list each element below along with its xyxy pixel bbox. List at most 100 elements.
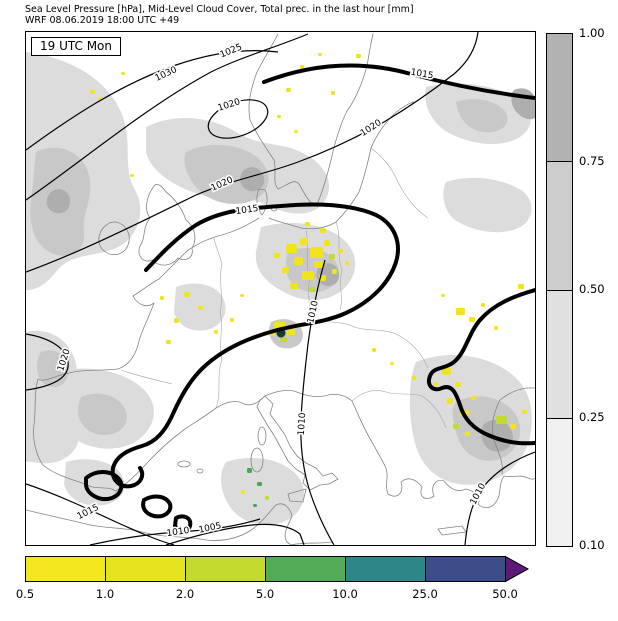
precip-cell: [130, 174, 134, 177]
isobar-label: 1020: [217, 97, 242, 114]
precip-cell: [481, 303, 485, 307]
precip-cell: [456, 308, 465, 315]
coastline-island: [177, 460, 191, 468]
coastline: [499, 387, 536, 401]
precip-cell: [198, 306, 203, 310]
precip-cell: [494, 326, 498, 330]
precip-colorbar-tick-label: 25.0: [412, 587, 438, 601]
country-border: [370, 147, 429, 219]
precip-colorbar-segment: [345, 556, 426, 582]
precip-colorbar-tick-label: 5.0: [256, 587, 274, 601]
precip-cell: [338, 249, 343, 253]
precip-cell: [247, 468, 252, 473]
precip-cell: [214, 330, 218, 334]
precip-colorbar-tick-label: 1.0: [96, 587, 114, 601]
precip-colorbar-segment: [25, 556, 106, 582]
precip-cell: [98, 97, 102, 100]
precip-colorbar-segment: [265, 556, 346, 582]
coastline: [256, 188, 268, 216]
precip-cell: [265, 496, 269, 500]
precip-cell: [294, 257, 303, 265]
precip-cell: [286, 88, 291, 92]
precip-colorbar-tick-label: 50.0: [492, 587, 518, 601]
precip-colorbar-tick-label: 2.0: [176, 587, 194, 601]
isobar-label: 1010: [469, 482, 489, 507]
map-panel: 1030 1025 1020 1020 1020 1015 1015 1010 1010 1020…: [25, 31, 537, 546]
country-border: [395, 333, 429, 369]
precip-cell: [241, 490, 245, 494]
precip-cell: [230, 318, 234, 322]
precip-cell: [314, 261, 324, 268]
isobar-1015: [25, 483, 175, 546]
isobar-1025: [25, 33, 309, 201]
precip-cell: [329, 254, 335, 259]
isobar-label: 1020: [359, 118, 384, 139]
country-border: [120, 369, 173, 385]
precip-cell: [274, 253, 280, 258]
precip-colorbar-tick-label: 0.5: [16, 587, 34, 601]
isobar-1010: [300, 259, 335, 546]
precip-cell: [302, 271, 314, 280]
cloud-colorbar-tick-label: 0.25: [579, 410, 605, 424]
precip-cell: [469, 317, 475, 322]
cloud-cover-colorbar-ticks: 1.00 0.75 0.50 0.25 0.10: [579, 26, 617, 552]
isobar-1010: [89, 518, 261, 546]
cloud-colorbar-segment: [547, 161, 572, 290]
isobar-label: 1010: [166, 526, 190, 539]
isobar-1015-bold: [84, 470, 124, 501]
coastline: [290, 541, 333, 546]
valid-time-badge: 19 UTC Mon: [31, 37, 121, 56]
isobar-1015-bold: [173, 514, 193, 533]
precip-cell: [257, 482, 262, 486]
precip-colorbar-tick-label: 10.0: [332, 587, 358, 601]
isobar-1020-closed: [25, 333, 69, 391]
coastline-island: [437, 525, 467, 536]
coastline-island: [250, 447, 264, 473]
isobar-1020: [25, 31, 479, 273]
coastline: [495, 475, 536, 503]
precip-cell: [166, 340, 171, 344]
coastline: [256, 395, 339, 491]
cloud-colorbar-tick-label: 0.50: [579, 282, 605, 296]
precip-cell: [305, 222, 310, 226]
map-canvas: 1030102510201020102010151015101010101020…: [25, 31, 537, 546]
precip-cell: [412, 376, 416, 380]
precip-cell: [510, 424, 516, 429]
isobar-1005: [165, 523, 305, 546]
isobar-thick-layer: [84, 63, 537, 533]
isobar-thin-layer: [25, 31, 536, 546]
isobar-1015-bold: [262, 63, 537, 100]
precip-cell: [287, 328, 295, 335]
precip-cell: [345, 261, 349, 265]
precipitation-colorbar: 0.5 1.0 2.0 5.0 10.0 25.0 50.0: [16, 555, 530, 601]
cloud-cover-colorbar: [546, 33, 573, 547]
precip-cell: [282, 267, 289, 273]
precip-cell: [253, 504, 257, 507]
precip-cell: [496, 416, 507, 424]
coastline: [33, 217, 266, 492]
precip-cell: [447, 398, 453, 404]
country-border: [421, 395, 447, 429]
precip-cell: [90, 90, 95, 94]
cloud-cover-layer: [26, 52, 535, 525]
precip-cell: [240, 294, 244, 297]
isobar-1020-closed: [207, 99, 269, 139]
isobar-1030: [25, 50, 279, 151]
precip-cell: [442, 368, 451, 375]
precip-cell: [174, 318, 179, 323]
precip-colorbar-segment: [105, 556, 186, 582]
country-borders-layer: [120, 147, 447, 429]
precip-cell: [390, 362, 394, 365]
country-border: [351, 390, 423, 402]
coastline: [25, 503, 293, 546]
precip-cell: [300, 65, 304, 69]
precip-colorbar-segment: [185, 556, 266, 582]
precip-cell: [184, 292, 190, 297]
precip-cell: [300, 238, 308, 245]
precip-colorbar-segment: [425, 556, 506, 582]
precip-cell: [324, 240, 330, 246]
cloud-colorbar-segment: [547, 417, 572, 546]
isobar-label: 1030: [154, 65, 179, 84]
precip-cell: [471, 396, 476, 400]
